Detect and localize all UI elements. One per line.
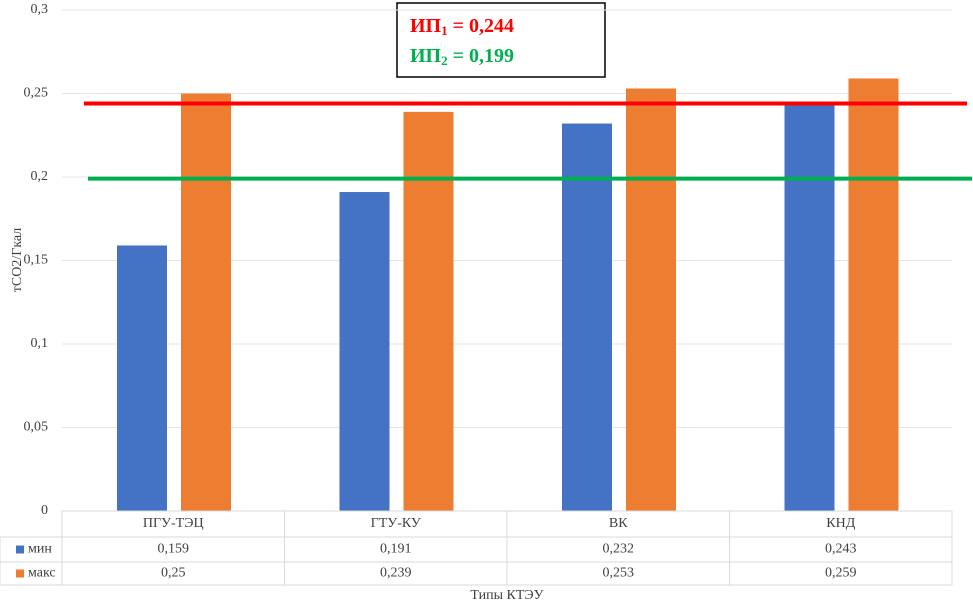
bar xyxy=(181,93,231,511)
y-tick-label: 0,3 xyxy=(31,2,49,17)
bar xyxy=(626,88,676,512)
y-tick-label: 0,05 xyxy=(24,420,49,435)
reference-label-name: ИП xyxy=(410,45,442,67)
reference-label-value: = 0,244 xyxy=(448,15,514,37)
reference-label-sub: 2 xyxy=(441,53,448,68)
reference-label: ИП2 = 0,199 xyxy=(410,45,514,68)
data-label: 0,159 xyxy=(158,542,190,557)
x-tick-label: ПГУ-ТЭЦ xyxy=(143,516,204,531)
reference-label-name: ИП xyxy=(410,15,442,37)
legend-label: макс xyxy=(28,566,56,581)
y-axis-label: тСО2/Гкал xyxy=(10,228,25,292)
legend-swatch xyxy=(16,569,24,578)
annotation-box xyxy=(396,2,606,78)
legend-swatch xyxy=(16,545,24,554)
data-label: 0,25 xyxy=(161,566,186,581)
data-label: 0,259 xyxy=(825,566,857,581)
legend-label: мин xyxy=(28,542,52,557)
bar xyxy=(403,111,454,512)
y-tick-label: 0,15 xyxy=(24,253,49,268)
reference-label-value: = 0,199 xyxy=(448,45,514,67)
data-label: 0,243 xyxy=(825,542,857,557)
data-label: 0,191 xyxy=(380,542,412,557)
reference-label: ИП1 = 0,244 xyxy=(410,15,514,38)
y-tick-label: 0,1 xyxy=(31,336,49,351)
bar xyxy=(784,105,835,511)
data-label: 0,253 xyxy=(603,566,635,581)
y-tick-label: 0,2 xyxy=(31,169,49,184)
data-label: 0,239 xyxy=(380,566,412,581)
bar xyxy=(117,245,167,511)
reference-label-sub: 1 xyxy=(441,23,448,38)
bar xyxy=(562,123,612,511)
x-tick-label: ГТУ-КУ xyxy=(371,516,421,531)
y-tick-label: 0 xyxy=(41,503,48,518)
x-tick-label: КНД xyxy=(826,516,855,531)
bar xyxy=(339,192,390,511)
x-axis-label: Типы КТЭУ xyxy=(470,588,543,603)
y-tick-label: 0,25 xyxy=(24,86,49,101)
x-tick-label: ВК xyxy=(609,516,628,531)
bar xyxy=(848,78,899,511)
data-label: 0,232 xyxy=(603,542,635,557)
